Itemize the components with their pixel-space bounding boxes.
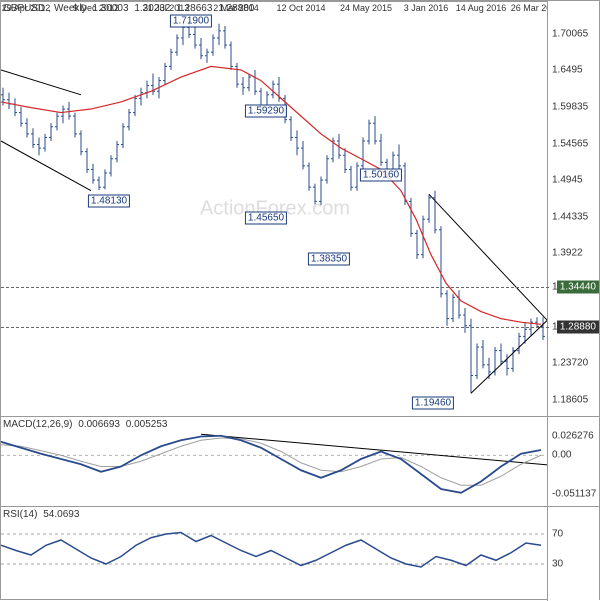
forex-chart: GBPUSD,Weekly 1.30003 1.30232 1.28663 1.… [0, 0, 600, 600]
y-tick: 70 [552, 529, 563, 540]
macd-svg [1, 417, 549, 507]
y-tick: 0.00 [552, 450, 571, 461]
y-tick: 30 [552, 559, 563, 570]
price-annotation: 1.50160 [360, 169, 402, 182]
y-tick: 1.70065 [552, 28, 588, 39]
price-tag: 1.28880 [557, 320, 599, 333]
y-tick: 1.59835 [552, 101, 588, 112]
y-tick: -0.051137 [552, 488, 596, 499]
price-annotation: 1.19460 [412, 397, 454, 410]
price-annotation: 1.59290 [245, 104, 287, 117]
y-axis-macd: 0.026276 0.00 -0.051137 [547, 416, 599, 506]
y-tick: 1.6495 [552, 65, 583, 76]
price-tag: 1.34440 [557, 281, 599, 294]
y-axis-rsi: 70 30 [547, 506, 599, 601]
y-tick: 1.3922 [552, 248, 583, 259]
y-axis-price: 1.70065 1.6495 1.59835 1.54565 1.4945 1.44335… [547, 1, 599, 416]
price-annotation: 1.45650 [245, 212, 287, 225]
rsi-panel: RSI(14) 54.0693 [1, 506, 549, 581]
x-tick: 3 Jan 2016 [404, 3, 449, 13]
y-tick: 1.23720 [552, 358, 588, 369]
macd-panel: MACD(12,26,9) 0.006693 0.005253 [1, 416, 549, 506]
price-svg [1, 1, 549, 416]
y-tick: 1.18605 [552, 394, 588, 405]
price-annotation: 1.71900 [170, 14, 212, 27]
ohlc-c: 1.28880 [218, 3, 254, 14]
x-tick: 12 Oct 2014 [276, 3, 325, 13]
macd-title: MACD(12,26,9) 0.006693 0.005253 [3, 419, 170, 430]
timeframe: Weekly [54, 3, 87, 14]
price-annotation: 1.38350 [308, 253, 350, 266]
y-tick: 0.026276 [552, 430, 594, 441]
ohlc-l: 1.28663 [176, 3, 212, 14]
y-tick: 1.4945 [552, 175, 583, 186]
symbol: GBPUSD [3, 3, 45, 14]
x-tick: 24 May 2015 [340, 3, 392, 13]
ohlc-o: 1.30003 [92, 3, 128, 14]
chart-title: GBPUSD,Weekly 1.30003 1.30232 1.28663 1.… [3, 3, 257, 14]
horizontal-level [1, 327, 549, 328]
rsi-svg [1, 507, 549, 582]
y-tick: 1.44335 [552, 211, 588, 222]
y-tick: 1.54565 [552, 139, 588, 150]
rsi-title: RSI(14) 54.0693 [3, 509, 82, 520]
x-tick: 14 Aug 2016 [456, 3, 507, 13]
price-panel: GBPUSD,Weekly 1.30003 1.30232 1.28663 1.… [1, 1, 549, 416]
horizontal-level [1, 287, 549, 288]
price-annotation: 1.48130 [88, 194, 130, 207]
ohlc-h: 1.30232 [134, 3, 170, 14]
